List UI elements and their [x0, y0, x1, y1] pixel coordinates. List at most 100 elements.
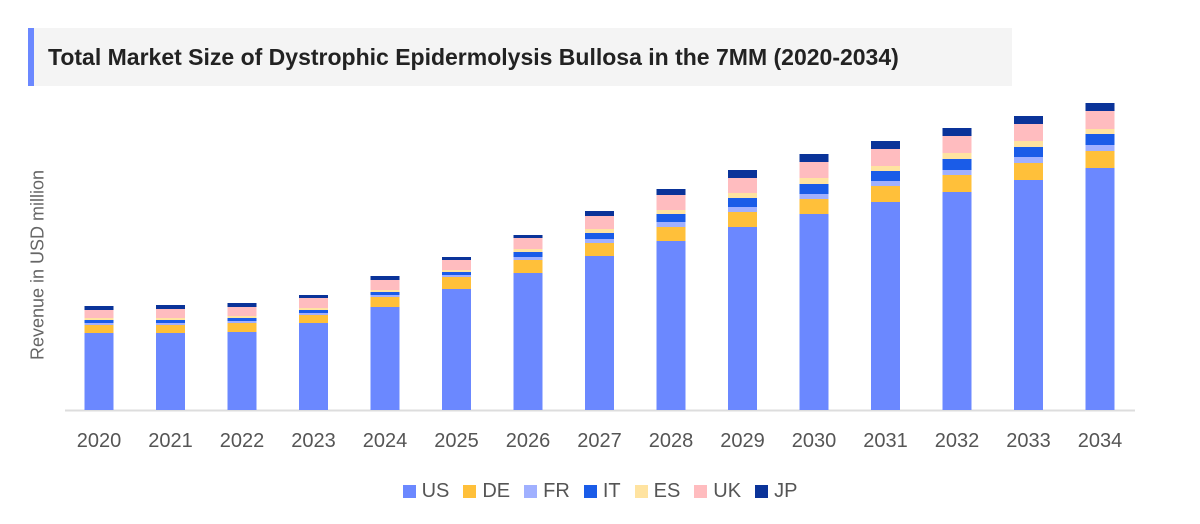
bar-segment-fr-2020	[84, 323, 114, 325]
bar-segment-es-2033	[1014, 141, 1043, 147]
bar-segment-uk-2026	[513, 238, 543, 249]
bar-segment-us-2028	[656, 241, 686, 410]
legend: US DE FR IT ES UK JP	[0, 480, 1200, 503]
bar-segment-us-2030	[799, 214, 829, 410]
bar-segment-uk-2033	[1014, 124, 1043, 141]
bar-segment-it-2022	[227, 318, 257, 321]
bar-segment-es-2023	[299, 308, 328, 310]
bar-segment-uk-2020	[84, 310, 114, 318]
legend-item-it: IT	[583, 480, 621, 503]
bar-segment-fr-2028	[656, 222, 686, 227]
x-tick-label: 2029	[720, 430, 765, 452]
bar-segment-fr-2025	[442, 275, 471, 277]
bar-segment-us-2021	[156, 333, 185, 410]
legend-swatch	[402, 485, 416, 498]
x-tick-label: 2026	[506, 430, 551, 452]
legend-label: UK	[713, 480, 742, 502]
x-tick-label: 2027	[577, 430, 622, 452]
bar-segment-es-2024	[370, 290, 400, 292]
bar-segment-jp-2026	[513, 235, 543, 238]
bar-segment-us-2023	[299, 323, 328, 410]
bar-segment-us-2029	[728, 227, 757, 410]
bar-segment-de-2028	[656, 227, 686, 241]
bar-segment-jp-2025	[442, 257, 471, 260]
bar-segment-uk-2022	[227, 307, 257, 316]
bar-segment-us-2024	[370, 307, 400, 410]
bar-segment-es-2032	[942, 153, 972, 159]
bar-segment-de-2034	[1085, 151, 1115, 168]
bar-segment-de-2031	[871, 186, 900, 202]
legend-label: FR	[543, 480, 570, 502]
bar-segment-es-2028	[656, 210, 686, 214]
bar-segment-de-2024	[370, 297, 400, 307]
bar-segment-uk-2030	[799, 162, 829, 178]
bar-segment-it-2021	[156, 320, 185, 323]
bar-segment-fr-2026	[513, 257, 543, 260]
bar-segment-it-2031	[871, 171, 900, 181]
bar-segment-jp-2021	[156, 305, 185, 309]
bar-segment-es-2030	[799, 178, 829, 184]
bar-segment-de-2032	[942, 175, 972, 192]
legend-label: JP	[774, 480, 798, 502]
title-accent-bar	[28, 28, 34, 86]
x-tick-label: 2021	[148, 430, 193, 452]
bar-segment-fr-2034	[1085, 145, 1115, 151]
legend-swatch	[634, 485, 648, 498]
bar-segment-fr-2027	[585, 239, 614, 243]
bar-segment-es-2029	[728, 193, 757, 198]
legend-item-es: ES	[634, 480, 681, 503]
bar-segment-jp-2024	[370, 276, 400, 280]
x-tick-label: 2032	[935, 430, 980, 452]
legend-swatch	[524, 485, 538, 498]
bar-segment-it-2028	[656, 214, 686, 222]
bar-segment-us-2033	[1014, 180, 1043, 410]
bar-segment-us-2031	[871, 202, 900, 410]
bar-segment-fr-2021	[156, 323, 185, 325]
bar-segment-uk-2032	[942, 136, 972, 153]
legend-swatch	[583, 485, 597, 498]
bar-segment-uk-2023	[299, 298, 328, 308]
chart-title: Total Market Size of Dystrophic Epidermo…	[48, 44, 899, 70]
chart-title-box: Total Market Size of Dystrophic Epidermo…	[28, 28, 1012, 86]
x-tick-label: 2031	[863, 430, 908, 452]
bar-segment-us-2025	[442, 289, 471, 410]
bar-segment-us-2027	[585, 256, 614, 410]
bar-segment-es-2020	[84, 318, 114, 320]
legend-item-uk: UK	[694, 480, 741, 503]
legend-label: DE	[482, 480, 511, 502]
bar-segment-jp-2029	[728, 170, 757, 178]
bar-segment-it-2023	[299, 310, 328, 313]
legend-label: ES	[653, 480, 681, 502]
bar-segment-it-2030	[799, 184, 829, 194]
bar-segment-us-2020	[84, 333, 114, 410]
bar-segment-us-2026	[513, 273, 543, 410]
legend-swatch	[755, 485, 769, 498]
bar-segment-jp-2028	[656, 189, 686, 195]
bar-segment-fr-2032	[942, 170, 972, 175]
legend-item-us: US	[402, 480, 450, 503]
bar-segment-us-2022	[227, 332, 257, 410]
bar-segment-de-2020	[84, 325, 114, 333]
bar-segment-fr-2024	[370, 295, 400, 297]
bar-segment-de-2022	[227, 323, 257, 332]
bar-segment-uk-2034	[1085, 111, 1115, 129]
bar-segment-de-2026	[513, 260, 543, 273]
bar-segment-uk-2027	[585, 216, 614, 229]
legend-label: US	[421, 480, 450, 502]
bar-segment-uk-2029	[728, 178, 757, 193]
legend-item-de: DE	[463, 480, 510, 503]
bar-segment-jp-2023	[299, 295, 328, 298]
bar-segment-es-2034	[1085, 129, 1115, 134]
bar-segment-jp-2031	[871, 141, 900, 149]
bar-segment-es-2025	[442, 270, 471, 272]
x-tick-label: 2028	[649, 430, 694, 452]
bar-segment-es-2027	[585, 229, 614, 233]
bar-segment-us-2034	[1085, 168, 1115, 410]
bar-segment-it-2024	[370, 292, 400, 295]
bar-segment-jp-2020	[84, 306, 114, 310]
bar-segment-de-2030	[799, 199, 829, 214]
bar-segment-de-2021	[156, 325, 185, 333]
bar-segment-it-2033	[1014, 147, 1043, 157]
x-tick-label: 2024	[363, 430, 408, 452]
